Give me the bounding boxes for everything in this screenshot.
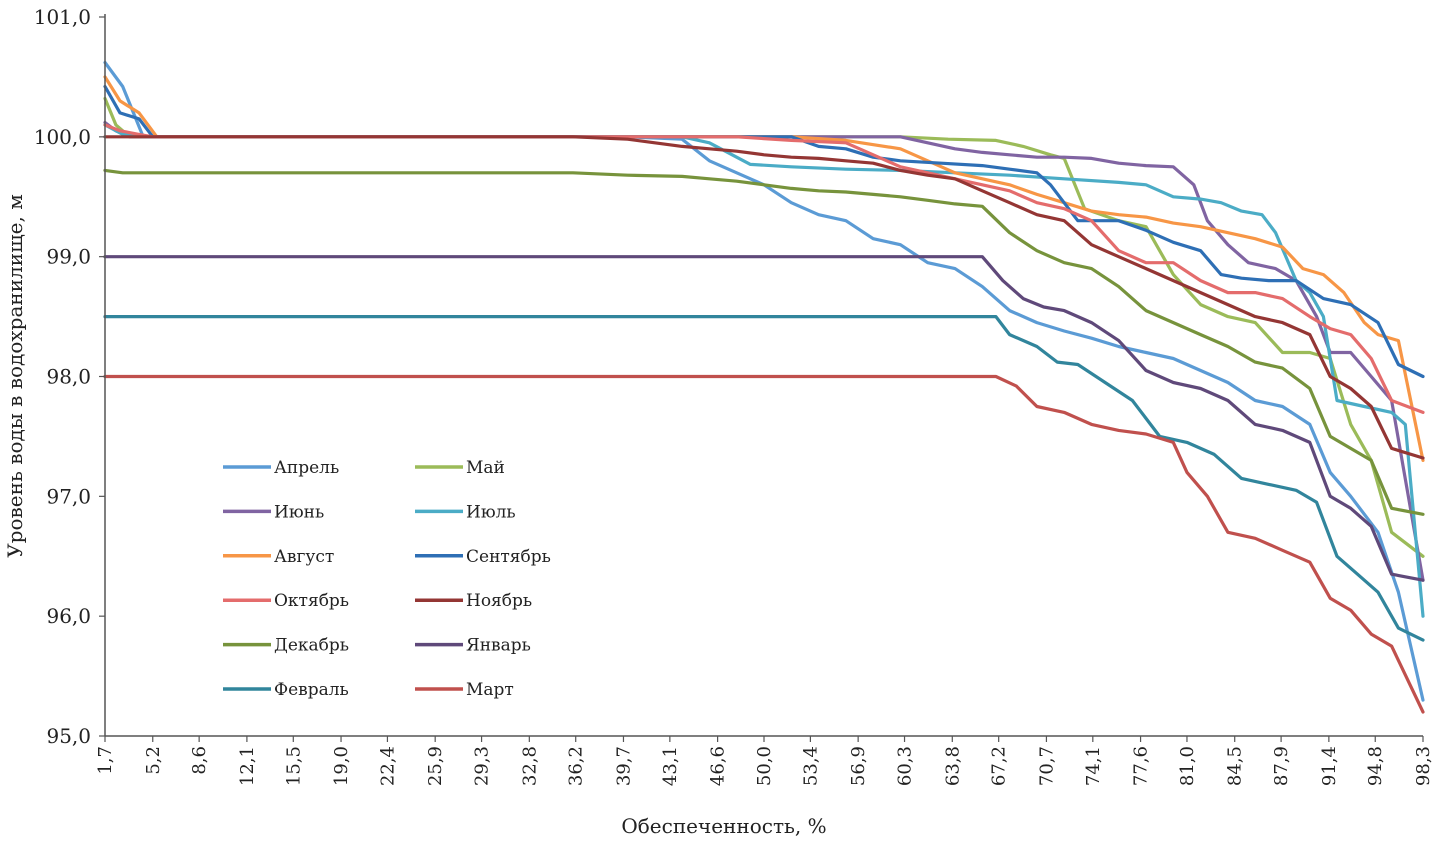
y-tick-label: 99,0 bbox=[46, 245, 91, 269]
legend: Апрель Май Июнь Июль Август Сентябрь Октябрь Но… bbox=[223, 458, 551, 700]
x-tick-label: 60,3 bbox=[895, 746, 916, 786]
legend-label-6: Сентябрь bbox=[466, 547, 551, 567]
x-tick-label: 98,3 bbox=[1413, 746, 1434, 786]
x-tick-label: 53,4 bbox=[800, 746, 821, 786]
x-tick-label: 19,0 bbox=[331, 746, 352, 786]
y-tick-label: 98,0 bbox=[46, 365, 91, 389]
x-tick-label: 32,8 bbox=[519, 746, 540, 786]
plot-lines bbox=[103, 60, 1425, 714]
x-tick-label: 56,9 bbox=[848, 746, 869, 786]
x-tick-label: 50,0 bbox=[754, 746, 775, 786]
legend-label-5: Август bbox=[274, 547, 334, 567]
series-line-11 bbox=[103, 315, 1425, 642]
x-tick-label: 70,7 bbox=[1036, 746, 1057, 786]
x-tick-label: 8,6 bbox=[189, 746, 210, 775]
series-line-12 bbox=[103, 374, 1425, 714]
x-ticks: 1,7 5,2 8,6 12,1 15,5 19,0 22,4 25,9 29,3 32,8 36,… bbox=[95, 736, 1434, 786]
x-tick-label: 77,6 bbox=[1131, 746, 1152, 786]
x-tick-label: 43,1 bbox=[660, 746, 681, 786]
y-tick-label: 101,0 bbox=[34, 5, 91, 29]
x-tick-label: 22,4 bbox=[377, 746, 398, 786]
legend-label-1: Апрель bbox=[274, 458, 339, 478]
x-tick-label: 91,4 bbox=[1319, 746, 1340, 786]
y-tick-label: 97,0 bbox=[46, 484, 91, 508]
legend-label-10: Январь bbox=[466, 636, 531, 656]
x-tick-label: 46,6 bbox=[708, 746, 729, 786]
legend-label-8: Ноябрь bbox=[466, 591, 532, 611]
series-line-5 bbox=[103, 75, 1425, 462]
x-tick-label: 67,2 bbox=[989, 746, 1010, 786]
x-tick-label: 1,7 bbox=[95, 746, 116, 775]
y-axis-title: Уровень воды в водохранилище, м bbox=[3, 194, 27, 558]
series-line-10 bbox=[103, 255, 1425, 582]
legend-label-11: Февраль bbox=[274, 680, 349, 700]
legend-label-2: Май bbox=[466, 458, 505, 478]
legend-label-12: Март bbox=[466, 680, 514, 700]
legend-label-9: Декабрь bbox=[274, 636, 349, 656]
x-tick-label: 39,7 bbox=[613, 746, 634, 786]
x-tick-label: 29,3 bbox=[472, 746, 493, 786]
x-tick-label: 5,2 bbox=[143, 746, 164, 775]
x-tick-label: 74,1 bbox=[1083, 746, 1104, 786]
series-line-7 bbox=[103, 123, 1425, 414]
legend-label-7: Октябрь bbox=[274, 591, 349, 611]
y-tick-label: 96,0 bbox=[46, 604, 91, 628]
series-line-1 bbox=[103, 60, 1425, 702]
x-tick-label: 84,5 bbox=[1225, 746, 1246, 786]
x-tick-label: 81,0 bbox=[1177, 746, 1198, 786]
series-line-2 bbox=[103, 96, 1425, 558]
x-axis-title: Обеспеченность, % bbox=[621, 814, 826, 838]
y-ticks: 95,0 96,0 97,0 98,0 99,0 100,0 101,0 bbox=[34, 5, 105, 748]
legend-label-4: Июль bbox=[466, 502, 516, 522]
series-line-9 bbox=[103, 168, 1425, 516]
x-tick-label: 12,1 bbox=[237, 746, 258, 786]
x-tick-label: 25,9 bbox=[425, 746, 446, 786]
series-line-8 bbox=[103, 135, 1425, 460]
x-tick-label: 94,8 bbox=[1365, 746, 1386, 786]
x-tick-label: 36,2 bbox=[566, 746, 587, 786]
x-tick-label: 15,5 bbox=[283, 746, 304, 786]
y-tick-label: 100,0 bbox=[34, 125, 91, 149]
legend-label-3: Июнь bbox=[274, 502, 324, 522]
x-tick-label: 63,8 bbox=[942, 746, 963, 786]
x-tick-label: 87,9 bbox=[1271, 746, 1292, 786]
y-tick-label: 95,0 bbox=[46, 724, 91, 748]
series-line-4 bbox=[103, 123, 1425, 618]
